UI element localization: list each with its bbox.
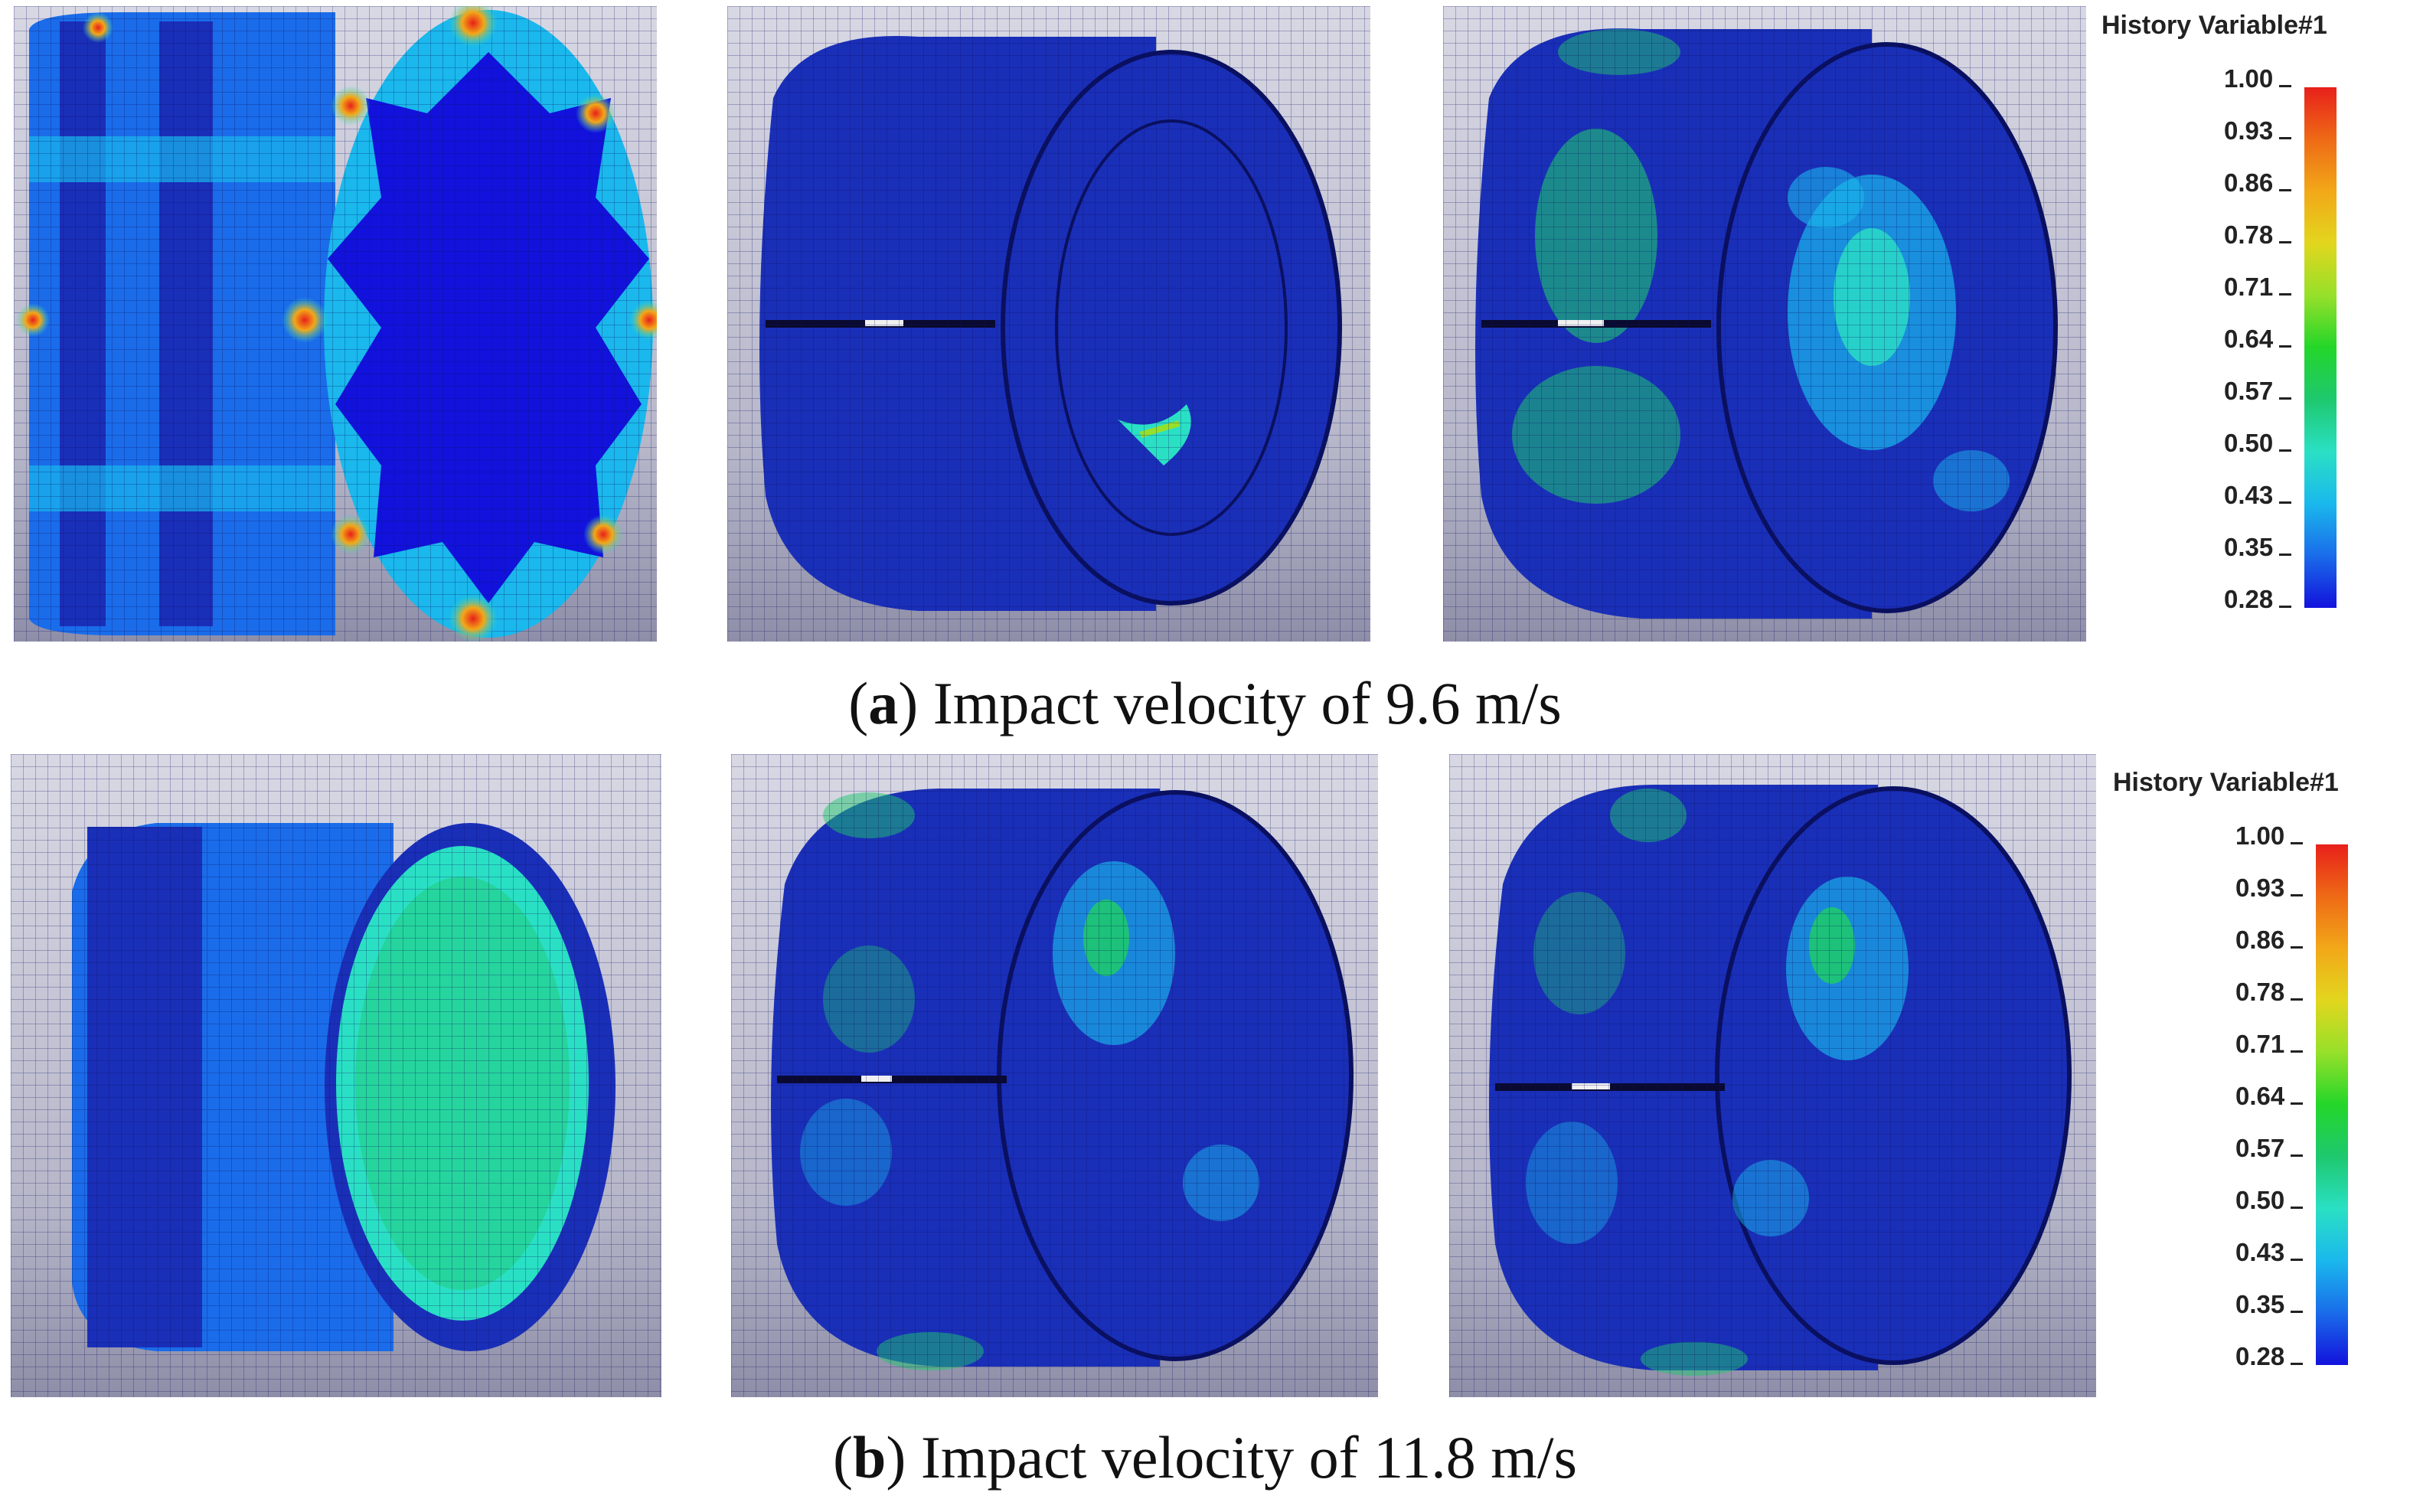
legend-color-band [2304, 87, 2337, 139]
legend-color-band [2316, 896, 2348, 949]
legend-tick: 0.43 [2224, 481, 2292, 509]
legend-tick: 0.78 [2224, 220, 2292, 249]
legend-tick: 0.28 [2224, 585, 2292, 613]
legend-tick: 0.78 [2235, 978, 2304, 1006]
legend-color-band [2304, 400, 2337, 452]
legend-tick: 0.86 [2235, 926, 2304, 954]
cylinder-render-b3 [1449, 754, 2096, 1397]
legend-color-band [2316, 1313, 2348, 1365]
legend-tick: 1.00 [2224, 64, 2292, 93]
cylinder-render-a3 [1443, 6, 2086, 642]
legend-tick: 0.64 [2224, 325, 2292, 353]
panel-a1-intact-cylinder [14, 6, 657, 642]
legend-tick: 0.93 [2235, 874, 2304, 902]
legend-color-bar [2304, 87, 2337, 608]
caption-a-label: a [868, 670, 899, 736]
caption-b: (b) Impact velocity of 11.8 m/s [833, 1424, 1577, 1491]
legend-tick: 0.93 [2224, 116, 2292, 145]
legend-color-bar [2316, 844, 2348, 1365]
legend-tick: 0.28 [2235, 1342, 2304, 1370]
panel-b2-fractured-cylinder [731, 754, 1378, 1397]
panel-b3-fractured-cylinder [1449, 754, 2096, 1397]
legend-color-band [2316, 1001, 2348, 1053]
color-legend-a: History Variable#1 1.00 0.93 0.86 0.78 0… [2101, 11, 2339, 623]
caption-b-text: Impact velocity of 11.8 m/s [920, 1424, 1577, 1491]
caption-a: (a) Impact velocity of 9.6 m/s [848, 670, 1562, 736]
legend-tick: 0.35 [2224, 533, 2292, 561]
legend-color-band [2316, 1261, 2348, 1313]
legend-tick: 1.00 [2235, 821, 2304, 850]
legend-color-band [2304, 296, 2337, 348]
legend-color-band [2304, 556, 2337, 608]
legend-tick: 0.50 [2235, 1186, 2304, 1214]
legend-tick: 0.43 [2235, 1238, 2304, 1266]
panel-a3-fractured-cylinder [1443, 6, 2086, 642]
legend-tick: 0.57 [2224, 377, 2292, 405]
legend-tick: 0.71 [2235, 1030, 2304, 1058]
legend-color-band [2316, 1157, 2348, 1209]
legend-title: History Variable#1 [2101, 11, 2327, 40]
legend-color-band [2316, 1209, 2348, 1261]
cylinder-render-a1 [14, 6, 657, 642]
legend-color-band [2316, 844, 2348, 896]
caption-b-label: b [853, 1424, 887, 1491]
legend-color-band [2304, 452, 2337, 504]
legend-color-band [2316, 1053, 2348, 1105]
legend-color-band [2304, 243, 2337, 296]
legend-tick: 0.64 [2235, 1082, 2304, 1110]
legend-tick: 0.86 [2224, 168, 2292, 197]
legend-color-band [2316, 1105, 2348, 1157]
legend-tick: 0.35 [2235, 1290, 2304, 1318]
panel-b1-intact-cylinder [11, 754, 661, 1397]
legend-color-band [2304, 191, 2337, 243]
legend-title: History Variable#1 [2113, 768, 2339, 797]
cylinder-render-b2 [731, 754, 1378, 1397]
legend-color-band [2304, 348, 2337, 400]
legend-tick: 0.71 [2224, 273, 2292, 301]
cylinder-render-a2 [727, 6, 1370, 642]
panel-a2-fractured-cylinder [727, 6, 1370, 642]
legend-color-band [2304, 504, 2337, 556]
legend-color-band [2304, 139, 2337, 191]
legend-tick: 0.50 [2224, 429, 2292, 457]
legend-color-band [2316, 949, 2348, 1001]
legend-tick: 0.57 [2235, 1134, 2304, 1162]
caption-a-text: Impact velocity of 9.6 m/s [932, 670, 1562, 736]
color-legend-b: History Variable#1 1.00 0.93 0.86 0.78 0… [2113, 768, 2350, 1380]
cylinder-render-b1 [11, 754, 661, 1397]
